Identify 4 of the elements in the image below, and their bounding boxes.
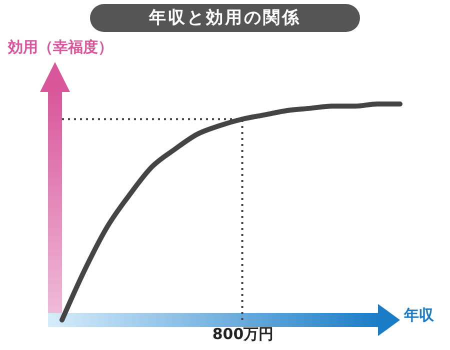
y-axis-title: 効用（幸福度） bbox=[8, 38, 113, 57]
x-axis-title: 年収 bbox=[404, 306, 434, 325]
chart-title: 年収と効用の関係 bbox=[90, 4, 360, 32]
text: 800万円 bbox=[211, 325, 275, 344]
